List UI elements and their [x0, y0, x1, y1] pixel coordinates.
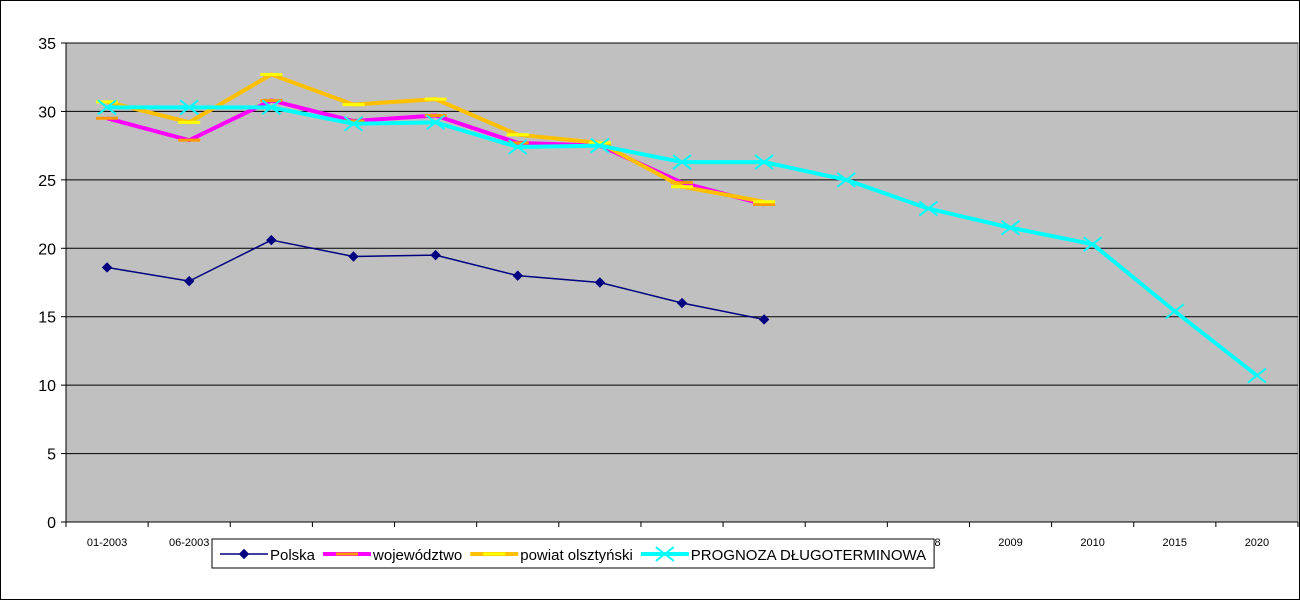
data-point: [101, 262, 113, 273]
legend-label: powiat olsztyński: [520, 547, 633, 564]
legend-item: województwo: [323, 547, 462, 564]
data-point: [918, 200, 939, 217]
data-point: [1247, 367, 1267, 384]
data-point: [261, 99, 281, 116]
gridlines: [66, 42, 1298, 455]
data-point: [594, 277, 606, 288]
data-point: [343, 115, 364, 132]
data-point: [836, 172, 856, 188]
legend-swatch-marker: [655, 546, 675, 562]
y-tick-label: 15: [38, 310, 56, 327]
x-tick-label: 2015: [1163, 537, 1187, 549]
data-point: [672, 154, 692, 170]
data-point: [590, 137, 610, 154]
data-point: [1165, 303, 1185, 320]
legend-item: Polska: [220, 547, 316, 564]
x-tick-label: 2020: [1245, 537, 1269, 549]
data-point: [97, 99, 117, 116]
plot-area: [65, 42, 1299, 523]
y-tick-label: 35: [38, 36, 56, 53]
y-tick-label: 10: [38, 378, 56, 395]
plot-background: [65, 42, 1299, 523]
x-tick-label: 01-2003: [87, 537, 127, 549]
y-tick-label: 5: [47, 447, 56, 464]
data-point: [1000, 219, 1021, 236]
data-point: [1083, 236, 1103, 252]
x-tick-label: 2009: [998, 537, 1022, 549]
legend-item: PROGNOZA DŁUGOTERMINOWA: [640, 546, 926, 564]
x-tick-label: 06-2003: [169, 537, 209, 549]
legend-item: powiat olsztyński: [470, 547, 633, 564]
data-point: [425, 114, 446, 131]
data-point: [348, 251, 359, 262]
data-point: [508, 139, 528, 155]
y-tick-label: 25: [38, 173, 56, 190]
y-tick-label: 30: [38, 104, 56, 121]
legend-label: PROGNOZA DŁUGOTERMINOWA: [691, 547, 926, 564]
data-point: [183, 275, 195, 287]
y-tick-label: 0: [47, 515, 56, 532]
legend-label: Polska: [270, 547, 316, 564]
data-point: [512, 270, 523, 281]
data-point: [179, 99, 199, 116]
legend: Polska województwo powiat olsztyński PROGNO…: [211, 538, 935, 569]
data-point: [754, 154, 774, 170]
series-group: [96, 72, 1267, 384]
legend-swatch-marker: [238, 548, 250, 560]
series-0: [101, 234, 770, 325]
data-point: [430, 249, 441, 261]
y-tick-label: 20: [38, 241, 56, 258]
series-3: [97, 99, 1267, 384]
legend-label: województwo: [372, 547, 462, 564]
data-point: [758, 314, 770, 325]
x-tick-label: 2010: [1080, 537, 1104, 549]
data-point: [266, 234, 277, 246]
data-point: [676, 297, 688, 309]
